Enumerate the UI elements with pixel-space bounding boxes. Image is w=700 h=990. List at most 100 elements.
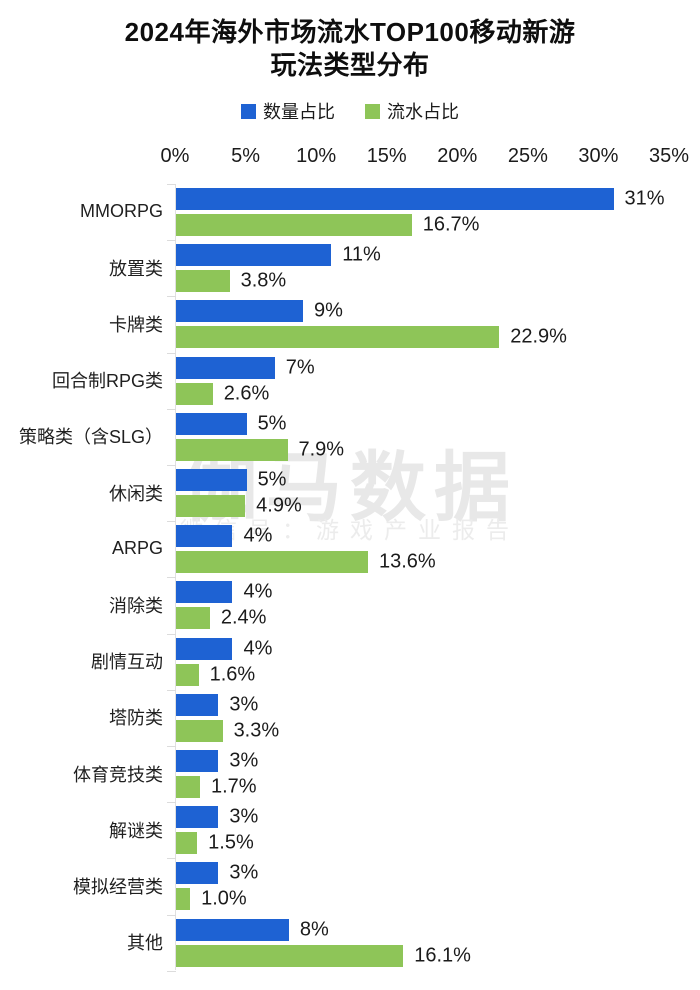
- axis-tick-label: 15%: [366, 145, 407, 167]
- axis-tick-mark: [167, 858, 176, 860]
- quantity-bar: [176, 581, 233, 604]
- quantity-value-label: 4%: [243, 580, 273, 603]
- y-axis-line: [175, 184, 176, 970]
- x-axis: 0% 5% 10% 15% 20% 25% 30% 35%: [0, 145, 700, 169]
- revenue-value-label: 3.8%: [240, 269, 287, 292]
- axis-tick-label: 35%: [648, 145, 690, 167]
- axis-tick-mark: [167, 521, 176, 523]
- revenue-bar: [176, 214, 412, 236]
- revenue-bar: [176, 607, 210, 630]
- quantity-value-label: 3%: [229, 861, 259, 884]
- quantity-value-label: 31%: [624, 187, 665, 210]
- revenue-value-label: 1.7%: [210, 775, 257, 798]
- axis-tick-label: 0%: [160, 145, 190, 167]
- axis-tick-mark: [167, 746, 176, 747]
- revenue-value-label: 4.9%: [256, 494, 302, 517]
- quantity-bar: [176, 469, 247, 491]
- category-label: 解谜类: [109, 820, 163, 841]
- axis-tick-label: 5%: [231, 145, 261, 167]
- legend-swatch-revenue-share: [365, 103, 380, 119]
- quantity-value-label: 9%: [314, 299, 343, 322]
- quantity-value-label: 8%: [299, 918, 329, 941]
- revenue-value-label: 7.9%: [298, 438, 345, 461]
- quantity-bar: [176, 918, 289, 941]
- quantity-bar: [176, 862, 219, 885]
- quantity-bar: [176, 525, 233, 548]
- chart-title: 2024年海外市场流水TOP100移动新游 玩法类型分布: [0, 16, 700, 82]
- revenue-bar: [176, 270, 230, 293]
- axis-tick-mark: [167, 577, 176, 579]
- revenue-bar: [176, 832, 198, 855]
- category-label: 休闲类: [109, 483, 163, 504]
- legend-label-quantity-share: 数量占比: [263, 102, 335, 122]
- axis-tick-mark: [167, 970, 176, 972]
- axis-tick-mark: [167, 240, 176, 242]
- category-label: 回合制RPG类: [51, 371, 163, 392]
- quantity-value-label: 5%: [257, 468, 287, 491]
- revenue-bar: [176, 888, 191, 911]
- category-label: 模拟经营类: [73, 876, 163, 897]
- axis-tick-mark: [167, 802, 176, 804]
- revenue-bar: [176, 944, 404, 967]
- revenue-bar: [176, 551, 368, 574]
- watermark-subtitle-text: 微信号：游戏产业报告: [180, 517, 520, 543]
- category-label: ARPG: [111, 538, 163, 559]
- revenue-bar: [176, 438, 288, 461]
- quantity-value-label: 11%: [342, 243, 381, 266]
- revenue-value-label: 2.6%: [223, 382, 270, 405]
- quantity-bar: [176, 412, 247, 435]
- axis-tick-mark: [167, 633, 176, 635]
- revenue-value-label: 1.5%: [208, 831, 254, 854]
- axis-tick-label: 30%: [578, 145, 619, 167]
- revenue-bar: [176, 719, 223, 742]
- chart-title-line2: 玩法类型分布: [270, 50, 430, 80]
- axis-tick-mark: [167, 465, 176, 466]
- category-label: 塔防类: [109, 708, 163, 729]
- quantity-bar: [176, 188, 614, 210]
- axis-tick-label: 25%: [507, 145, 548, 167]
- quantity-value-label: 7%: [285, 356, 315, 379]
- quantity-value-label: 3%: [229, 693, 259, 716]
- quantity-bar: [176, 693, 219, 716]
- category-label: MMORPG: [80, 201, 163, 221]
- revenue-value-label: 1.0%: [201, 887, 247, 910]
- revenue-bar: [176, 326, 500, 349]
- legend-item-quantity-share: 数量占比: [241, 98, 335, 124]
- axis-tick-mark: [167, 352, 176, 354]
- revenue-bar: [176, 382, 213, 405]
- axis-tick-mark: [167, 184, 176, 185]
- category-label: 剧情互动: [91, 652, 163, 673]
- quantity-value-label: 4%: [243, 524, 273, 547]
- axis-tick-label: 20%: [437, 145, 478, 167]
- quantity-value-label: 4%: [243, 637, 273, 660]
- plot-area: 伽马数据 微信号：游戏产业报告 MMORPG 31% 16.7% 放置类 11% 3.8%…: [0, 183, 700, 978]
- revenue-bar: [176, 495, 246, 517]
- legend: 数量占比 流水占比: [0, 100, 700, 122]
- axis-tick-mark: [167, 914, 176, 916]
- quantity-value-label: 3%: [229, 749, 259, 772]
- revenue-value-label: 2.4%: [220, 606, 267, 629]
- axis-tick-mark: [167, 689, 176, 691]
- category-label: 放置类: [109, 258, 163, 279]
- legend-label-revenue-share: 流水占比: [387, 102, 459, 122]
- revenue-value-label: 3.3%: [233, 719, 280, 742]
- quantity-value-label: 5%: [257, 412, 287, 435]
- category-label: 其他: [127, 933, 163, 954]
- revenue-value-label: 16.7%: [422, 213, 480, 236]
- chart-title-line1: 2024年海外市场流水TOP100移动新游: [124, 17, 576, 47]
- quantity-bar: [176, 750, 219, 772]
- axis-tick-mark: [167, 296, 176, 298]
- axis-tick-mark: [167, 408, 176, 410]
- quantity-bar: [176, 300, 304, 323]
- quantity-bar: [176, 244, 332, 267]
- revenue-value-label: 22.9%: [510, 325, 567, 348]
- legend-swatch-quantity-share: [241, 103, 256, 119]
- revenue-value-label: 13.6%: [378, 550, 436, 573]
- quantity-value-label: 3%: [229, 805, 259, 828]
- revenue-value-label: 1.6%: [209, 663, 256, 686]
- axis-tick-label: 10%: [296, 145, 337, 167]
- category-label: 策略类（含SLG）: [18, 427, 163, 448]
- revenue-bar: [176, 776, 200, 798]
- category-label: 体育竞技类: [73, 764, 163, 785]
